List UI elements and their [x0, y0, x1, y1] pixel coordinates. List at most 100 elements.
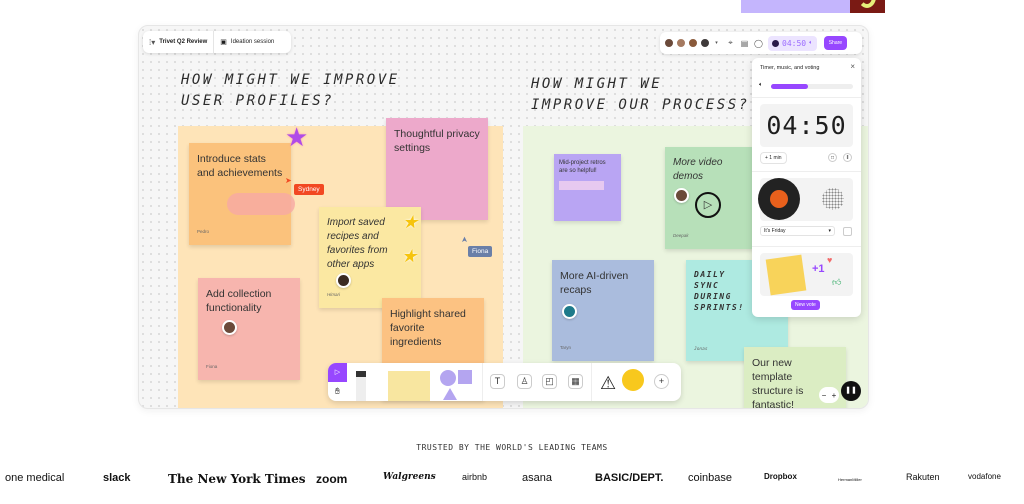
- text-tool-icon[interactable]: T: [490, 374, 505, 389]
- cursor-label-sydney: Sydney: [294, 184, 324, 195]
- cursor-chat-icon[interactable]: ⌖: [728, 38, 733, 47]
- sticky-text: Introduce stats and achievements: [197, 153, 283, 179]
- sticky-author: Himari: [327, 292, 340, 297]
- file-name: Trivet Q2 Review: [159, 39, 208, 45]
- panel-title: Timer, music, and voting: [760, 65, 820, 71]
- volume-icon: 🔈︎: [759, 82, 763, 88]
- sticky-text: Thoughtful privacy settings: [394, 128, 480, 154]
- hand-tool-icon[interactable]: ✋︎: [334, 386, 341, 396]
- sticky-illustration: [765, 254, 807, 296]
- logo-one-medical: one medical: [5, 472, 65, 484]
- collab-bar: ▾ ⌖ ▤ ◯ 04:50 🔈︎ Share: [660, 32, 862, 54]
- sticky-note[interactable]: Import saved recipes and favorites from …: [319, 207, 421, 308]
- play-icon[interactable]: ▷: [695, 192, 721, 218]
- avatar: [336, 273, 351, 288]
- share-button[interactable]: Share: [823, 36, 848, 50]
- divider: [752, 171, 861, 172]
- pause-icon[interactable]: ‖: [843, 153, 852, 162]
- sticky-text: DAILY SYNC DURING SPRINTS!: [694, 270, 745, 312]
- pause-animation-button[interactable]: ❚❚: [841, 381, 861, 401]
- figjam-board-preview: ⁞▾ Trivet Q2 Review ▣ Ideation session ▾ ⌖…: [138, 25, 869, 409]
- sticky-text: Add collection functionality: [206, 288, 272, 314]
- chevron-down-icon[interactable]: ▾: [715, 40, 718, 46]
- sticky-note-tool-icon[interactable]: [388, 371, 430, 401]
- track-select[interactable]: It's Friday ▾: [760, 226, 835, 236]
- close-icon[interactable]: ×: [850, 62, 855, 71]
- plus-one-icon: +1: [812, 263, 825, 275]
- volume-fill: [771, 84, 808, 89]
- thumbs-up-icon: 👍︎: [832, 277, 842, 287]
- zoom-out-button[interactable]: −: [821, 390, 827, 400]
- avatar[interactable]: [664, 38, 674, 48]
- page-name: Ideation session: [230, 39, 275, 45]
- speaker-icon: [822, 188, 844, 210]
- sticky-text: More AI-driven recaps: [560, 270, 629, 296]
- sticky-note[interactable]: More AI-driven recaps Taryn: [552, 260, 654, 361]
- track-name: It's Friday: [764, 228, 786, 234]
- record-icon: [772, 39, 779, 47]
- divider: [752, 246, 861, 247]
- select-tool-icon[interactable]: ▷: [328, 363, 347, 382]
- layout-icon[interactable]: ▤: [740, 38, 749, 48]
- timer-value: 04:50: [782, 38, 807, 48]
- sticky-text: Mid-project retros are so helpful!: [559, 160, 606, 174]
- trusted-by-heading: TRUSTED BY THE WORLD'S LEADING TEAMS: [416, 443, 608, 452]
- logo-slack: slack: [103, 472, 131, 484]
- creation-toolbar: ▷ ✋︎ T ♙ ◰ ▦ ⚠ +: [328, 363, 681, 401]
- zoom-controls: − +: [819, 387, 839, 403]
- warning-sticker-icon[interactable]: ⚠: [600, 373, 617, 393]
- decorative-tile: [850, 0, 885, 13]
- star-sticker-icon: ★: [401, 246, 418, 266]
- new-vote-button[interactable]: New vote: [791, 300, 820, 310]
- sticky-note[interactable]: Mid-project retros are so helpful!: [554, 154, 621, 221]
- triangle-shape-icon: [443, 388, 457, 400]
- divider: [752, 97, 861, 98]
- table-tool-icon[interactable]: ▦: [568, 374, 583, 389]
- avatar[interactable]: [700, 38, 710, 48]
- sticky-note[interactable]: Introduce stats and achievements Pedro: [189, 143, 295, 245]
- add-minute-button[interactable]: + 1 min: [760, 152, 787, 164]
- avatar[interactable]: [688, 38, 698, 48]
- zoom-in-button[interactable]: +: [831, 390, 837, 400]
- cursor-label-fiona: Fiona: [468, 246, 493, 257]
- logo-coinbase: coinbase: [688, 472, 733, 484]
- volume-slider[interactable]: [771, 84, 853, 89]
- stamp-tool-icon[interactable]: ♙: [517, 374, 532, 389]
- section-heading-profiles: HOW MIGHT WE IMPROVE USER PROFILES?: [181, 72, 400, 109]
- file-menu[interactable]: ⁞▾ Trivet Q2 Review: [143, 31, 213, 53]
- more-tools-button[interactable]: +: [654, 374, 669, 389]
- sticky-text: Our new template structure is fantastic!: [752, 357, 804, 409]
- cursor-arrow-icon: ➤: [285, 176, 292, 185]
- avatar[interactable]: [676, 38, 686, 48]
- highlight-scribble: [227, 193, 295, 215]
- avatar: [674, 188, 689, 203]
- sticky-author: Deepak: [673, 233, 689, 238]
- voting-illustration: +1 ♥ 👍︎: [760, 253, 853, 296]
- pen-tool-icon[interactable]: [356, 371, 366, 401]
- comment-icon[interactable]: ◯: [754, 38, 763, 48]
- emoji-sticker-icon[interactable]: [622, 369, 644, 391]
- timer-pill[interactable]: 04:50 🔈︎: [768, 35, 817, 51]
- sticky-note[interactable]: Add collection functionality Fiona: [198, 278, 300, 380]
- shapes-tool-icon[interactable]: [440, 370, 456, 386]
- page-selector[interactable]: ▣ Ideation session: [213, 31, 280, 53]
- logo-asana: asana: [522, 472, 552, 484]
- sticky-note[interactable]: Thoughtful privacy settings: [386, 118, 488, 220]
- divider: [482, 363, 483, 401]
- logo-rakuten: Rakuten: [906, 472, 940, 482]
- volume-icon: 🔈︎: [809, 39, 813, 46]
- timer-music-voting-panel: Timer, music, and voting × 🔈︎ 04:50 + 1 …: [752, 58, 861, 317]
- logo-hermanmiller: HermanMiller: [838, 477, 862, 482]
- sticky-note[interactable]: More video demos ▷ Deepak: [665, 147, 757, 249]
- stop-icon[interactable]: □: [828, 153, 837, 162]
- avatar: [562, 304, 577, 319]
- stop-music-icon[interactable]: [843, 227, 852, 236]
- section-tool-icon[interactable]: ◰: [542, 374, 557, 389]
- sticky-author: Taryn: [560, 345, 572, 350]
- figjam-logo-icon: ⁞▾: [149, 37, 156, 47]
- music-player: [758, 178, 853, 221]
- sticky-author: Pedro: [197, 229, 210, 234]
- section-heading-process: HOW MIGHT WE IMPROVE OUR PROCESS?: [531, 76, 750, 113]
- sticky-author: Fiona: [206, 364, 218, 369]
- logo-basic-dept: BASIC/DEPT.: [595, 472, 664, 484]
